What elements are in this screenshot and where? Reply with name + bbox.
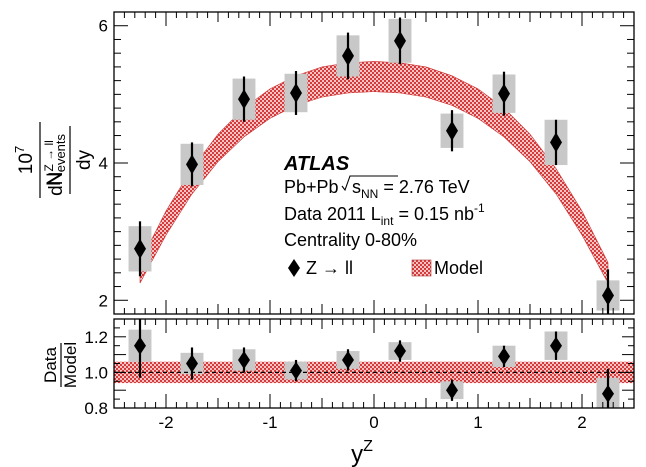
- ratio-y-tick-label: 1.0: [84, 363, 108, 382]
- ratio-y-tick-label: 0.8: [84, 399, 108, 418]
- data-point: [134, 238, 146, 259]
- data-point: [446, 120, 458, 141]
- centrality-label: Centrality 0-80%: [284, 230, 417, 250]
- y-factor-numerator: 107: [12, 146, 37, 174]
- ratio-data-point: [602, 384, 614, 403]
- data-point: [602, 285, 614, 306]
- ratio-data-point: [446, 381, 458, 400]
- energy-label: sNN = 2.76 TeV: [341, 175, 470, 201]
- main-x-ticks: [123, 12, 625, 314]
- data-point: [290, 82, 302, 103]
- y-tick-label: 2: [99, 291, 108, 310]
- ratio-data-point: [186, 354, 198, 373]
- ratio-data-point: [342, 350, 354, 369]
- data-point: [342, 45, 354, 66]
- y-deriv-denominator: dy: [74, 149, 95, 170]
- x-tick-label: 1: [473, 413, 482, 432]
- legend-model-entry: Model: [434, 258, 483, 278]
- data-point: [394, 30, 406, 51]
- data-point: [238, 89, 250, 110]
- ratio-data-point: [238, 350, 250, 369]
- ratio-data-point: [498, 347, 510, 366]
- data-point: [498, 83, 510, 104]
- ratio-data-points: [134, 319, 614, 408]
- data-point: [186, 154, 198, 175]
- y-tick-label: 4: [99, 154, 108, 173]
- ratio-data-point: [394, 342, 406, 361]
- main-y-axis-label: 107 Nevents dNZ → ll dy: [12, 122, 95, 198]
- legend-model-swatch: [411, 259, 432, 277]
- x-tick-label: -2: [158, 413, 173, 432]
- data-points: [134, 17, 614, 314]
- legend: ATLAS Pb+Pb sNN = 2.76 TeV Data 2011 Lin…: [283, 153, 485, 278]
- main-y-ticks: 2 4 6: [99, 17, 634, 310]
- x-tick-label: 2: [577, 413, 586, 432]
- y-deriv-numerator: dNZ → ll: [42, 140, 67, 196]
- ratio-x-ticks: -2 -1 0 1 2: [123, 319, 625, 432]
- ratio-data-point: [550, 336, 562, 355]
- x-axis-label: yZ: [351, 438, 373, 467]
- x-tick-label: 0: [369, 413, 378, 432]
- data-lumi-label: Data 2011 Lint = 0.15 nb-1: [284, 201, 485, 228]
- legend-diamond-marker: [288, 259, 300, 277]
- ratio-y-axis-label: Data Model: [41, 342, 80, 388]
- ratio-y-tick-label: 1.2: [84, 328, 108, 347]
- data-point: [550, 132, 562, 153]
- ratio-data-point: [134, 336, 146, 355]
- ratio-y-ticks: 0.8 1.0 1.2: [84, 318, 634, 418]
- svg-text:Model: Model: [61, 342, 80, 388]
- y-factor-denominator: Nevents: [44, 133, 68, 186]
- legend-data-entry: Z → ll: [306, 258, 353, 278]
- svg-text:Data: Data: [41, 347, 60, 383]
- svg-text:sNN = 2.76 TeV: sNN = 2.76 TeV: [352, 177, 470, 201]
- system-label: Pb+Pb: [284, 177, 339, 197]
- experiment-label: ATLAS: [283, 153, 350, 175]
- y-tick-label: 6: [99, 17, 108, 36]
- x-tick-label: -1: [262, 413, 277, 432]
- ratio-data-point: [290, 361, 302, 380]
